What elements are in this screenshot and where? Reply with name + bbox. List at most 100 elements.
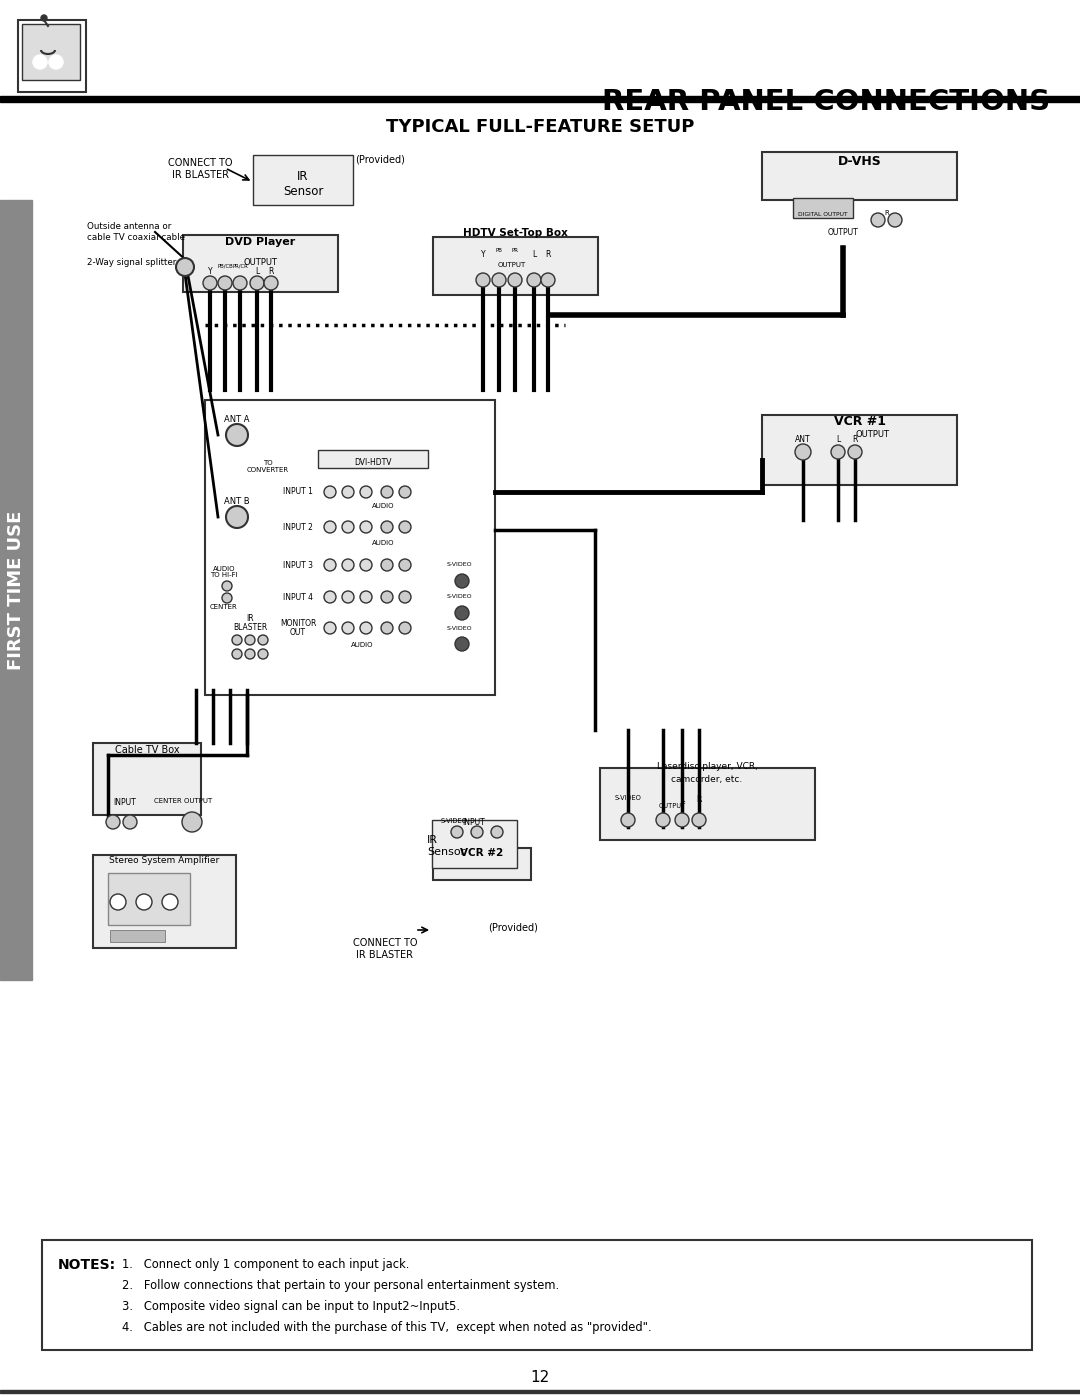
Text: camcorder, etc.: camcorder, etc.	[672, 775, 743, 784]
Circle shape	[399, 622, 411, 634]
Text: Outside antenna or
cable TV coaxial cable: Outside antenna or cable TV coaxial cabl…	[87, 222, 185, 242]
Text: IR
BLASTER: IR BLASTER	[233, 613, 267, 633]
Text: AUDIO
TO HI-FI: AUDIO TO HI-FI	[211, 566, 238, 578]
Text: (Provided): (Provided)	[488, 923, 538, 933]
Text: CENTER OUTPUT: CENTER OUTPUT	[153, 798, 212, 805]
Circle shape	[455, 606, 469, 620]
Text: Laserdisc player, VCR,: Laserdisc player, VCR,	[657, 761, 757, 771]
Text: AUDIO: AUDIO	[351, 643, 374, 648]
Text: TO
CONVERTER: TO CONVERTER	[247, 460, 289, 474]
Text: Stereo System Amplifier: Stereo System Amplifier	[109, 856, 219, 865]
Text: IR
Sensor: IR Sensor	[427, 835, 465, 856]
Circle shape	[692, 813, 706, 827]
Circle shape	[245, 636, 255, 645]
Circle shape	[399, 486, 411, 497]
Circle shape	[123, 814, 137, 828]
Text: MONITOR
OUT: MONITOR OUT	[280, 619, 316, 637]
Text: INPUT: INPUT	[113, 798, 136, 807]
Text: OUTPUT: OUTPUT	[856, 430, 890, 439]
Circle shape	[41, 15, 48, 21]
Circle shape	[360, 591, 372, 604]
Text: 12: 12	[530, 1370, 550, 1386]
Circle shape	[176, 258, 194, 277]
Text: INPUT 4: INPUT 4	[283, 592, 313, 602]
Circle shape	[795, 444, 811, 460]
Text: PB: PB	[496, 249, 502, 253]
Text: D-VHS: D-VHS	[838, 155, 882, 168]
Bar	[183, 235, 338, 292]
Circle shape	[399, 559, 411, 571]
Circle shape	[49, 54, 63, 68]
Text: HDTV Set-Top Box: HDTV Set-Top Box	[462, 228, 567, 237]
Circle shape	[232, 636, 242, 645]
Text: Y: Y	[481, 250, 485, 258]
Circle shape	[106, 814, 120, 828]
Bar	[253, 155, 353, 205]
Circle shape	[381, 591, 393, 604]
Circle shape	[226, 425, 248, 446]
Bar	[42, 1241, 1032, 1350]
Text: ANT A: ANT A	[225, 415, 249, 425]
Text: CONNECT TO
IR BLASTER: CONNECT TO IR BLASTER	[167, 158, 232, 180]
Circle shape	[476, 272, 490, 286]
Circle shape	[226, 506, 248, 528]
Circle shape	[888, 212, 902, 226]
Text: ANT B: ANT B	[225, 497, 249, 506]
Bar	[0, 96, 1080, 102]
Circle shape	[222, 592, 232, 604]
Text: R: R	[697, 795, 702, 805]
Circle shape	[245, 650, 255, 659]
Circle shape	[249, 277, 264, 291]
Circle shape	[870, 212, 885, 226]
Circle shape	[324, 486, 336, 497]
Text: OUTPUT: OUTPUT	[498, 263, 526, 268]
Text: 1.   Connect only 1 component to each input jack.: 1. Connect only 1 component to each inpu…	[122, 1259, 409, 1271]
Text: S-VIDEO: S-VIDEO	[447, 626, 473, 630]
Circle shape	[183, 812, 202, 833]
Text: R: R	[268, 267, 273, 277]
Bar	[762, 152, 957, 200]
Text: CONNECT TO
IR BLASTER: CONNECT TO IR BLASTER	[353, 937, 417, 960]
Circle shape	[848, 446, 862, 460]
Text: REAR PANEL CONNECTIONS: REAR PANEL CONNECTIONS	[602, 88, 1050, 116]
Text: DVD Player: DVD Player	[225, 237, 295, 247]
Text: S-VIDEO: S-VIDEO	[447, 595, 473, 599]
Text: ANT: ANT	[795, 434, 811, 444]
Text: INPUT 2: INPUT 2	[283, 522, 313, 531]
Circle shape	[342, 622, 354, 634]
Circle shape	[136, 894, 152, 909]
Bar	[600, 768, 815, 840]
Circle shape	[491, 826, 503, 838]
Circle shape	[342, 486, 354, 497]
Bar	[433, 237, 598, 295]
Text: R: R	[885, 210, 889, 217]
Text: AUDIO: AUDIO	[372, 541, 394, 546]
Circle shape	[831, 446, 845, 460]
Text: TYPICAL FULL-FEATURE SETUP: TYPICAL FULL-FEATURE SETUP	[386, 117, 694, 136]
Text: INPUT 3: INPUT 3	[283, 560, 313, 570]
Text: Y: Y	[207, 267, 213, 277]
Text: R: R	[852, 434, 858, 444]
Text: L: L	[255, 267, 259, 277]
Bar	[762, 415, 957, 485]
Circle shape	[342, 559, 354, 571]
Text: OUTPUT: OUTPUT	[827, 228, 859, 237]
Text: INPUT 1: INPUT 1	[283, 488, 313, 496]
Circle shape	[451, 826, 463, 838]
Text: L: L	[680, 795, 684, 805]
Text: PR: PR	[512, 249, 518, 253]
Circle shape	[33, 54, 48, 68]
Text: S-VIDEO: S-VIDEO	[441, 819, 468, 824]
Text: S-VIDEO: S-VIDEO	[447, 563, 473, 567]
Circle shape	[324, 521, 336, 534]
Text: 2.   Follow connections that pertain to your personal entertainment system.: 2. Follow connections that pertain to yo…	[122, 1280, 559, 1292]
Circle shape	[162, 894, 178, 909]
Circle shape	[258, 636, 268, 645]
Circle shape	[360, 622, 372, 634]
Circle shape	[324, 622, 336, 634]
Circle shape	[527, 272, 541, 286]
Circle shape	[324, 559, 336, 571]
Circle shape	[621, 813, 635, 827]
Circle shape	[110, 894, 126, 909]
Circle shape	[471, 826, 483, 838]
